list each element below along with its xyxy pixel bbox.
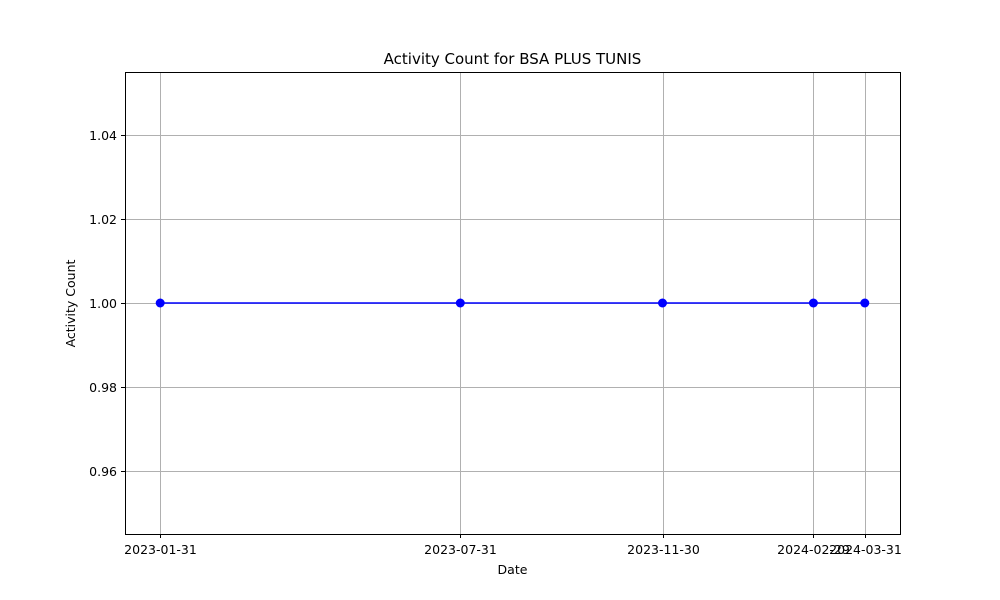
- chart-title: Activity Count for BSA PLUS TUNIS: [384, 50, 642, 68]
- x-tick-layer: 2023-01-31 2023-07-31 2023-11-30 2024-02-29…: [124, 534, 902, 557]
- y-tick-layer: 0.96 0.98 1.00 1.02 1.04: [89, 128, 125, 479]
- data-point-marker: [658, 298, 667, 308]
- series-layer: [155, 298, 870, 308]
- y-tick-label: 0.96: [89, 464, 117, 479]
- x-tick-label: 2024-03-31: [829, 542, 902, 557]
- data-point-marker: [155, 298, 165, 308]
- y-tick-label: 1.04: [89, 128, 117, 143]
- data-point-marker: [860, 298, 870, 308]
- y-tick-label: 1.02: [89, 212, 117, 227]
- data-point-marker: [455, 298, 465, 308]
- y-tick-label: 0.98: [89, 380, 117, 395]
- data-point-marker: [808, 298, 818, 308]
- y-axis-title: Activity Count: [63, 259, 78, 347]
- x-axis-title: Date: [498, 562, 528, 577]
- y-tick-label: 1.00: [89, 296, 117, 311]
- x-tick-label: 2024-02-29: [777, 542, 850, 557]
- plot-area-frame: [125, 72, 901, 535]
- x-tick-label: 2023-11-30: [627, 542, 700, 557]
- x-tick-label: 2023-07-31: [424, 542, 497, 557]
- x-tick-label: 2023-01-31: [124, 542, 197, 557]
